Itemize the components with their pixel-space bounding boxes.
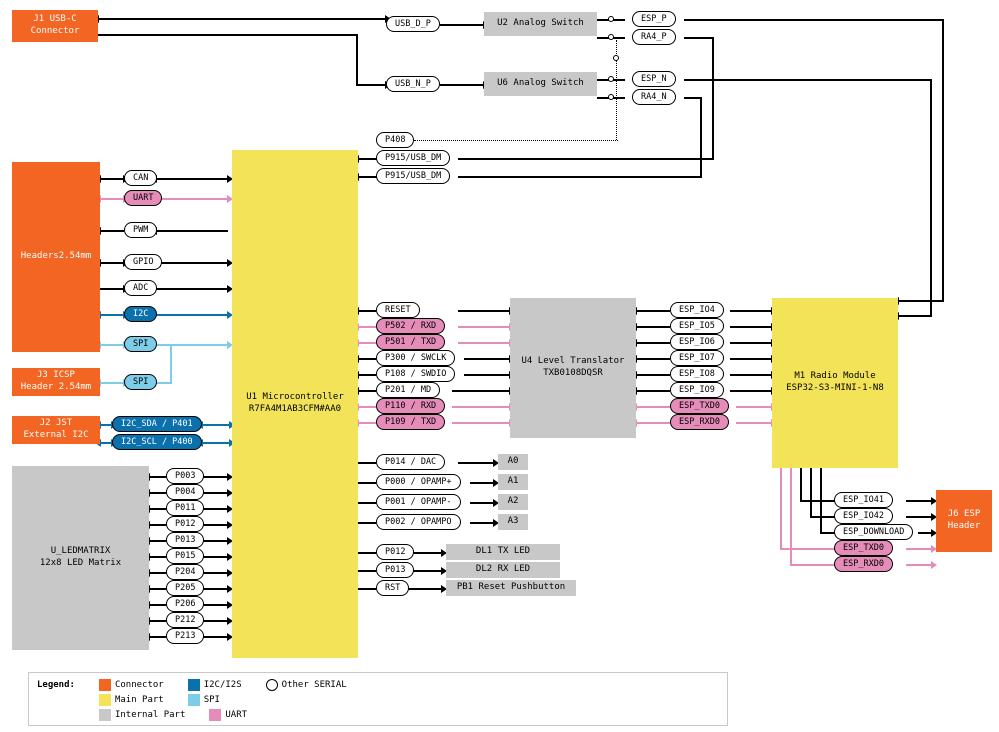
- block-j6: J6 ESPHeader: [936, 490, 992, 552]
- pill-i2c_sda: I2C_SDA / P401: [112, 416, 202, 432]
- pill-p213: P213: [166, 628, 204, 644]
- pill-p004: P004: [166, 484, 204, 500]
- pill-usb_n_p: USB_N_P: [386, 76, 440, 92]
- pill-can: CAN: [124, 170, 157, 186]
- pill-p212: P212: [166, 612, 204, 628]
- pill-i2c_h: I2C: [124, 306, 157, 322]
- legend: Legend: Connector I2C/I2S Other SERIAL L…: [28, 672, 728, 726]
- pill-esp_io42: ESP_IO42: [834, 508, 893, 524]
- pill-p000: P000 / OPAMP+: [376, 474, 461, 490]
- pill-p011: P011: [166, 500, 204, 516]
- pill-esp_io8: ESP_IO8: [670, 366, 724, 382]
- pill-usb_d_p: USB_D_P: [386, 16, 440, 32]
- block-a2: A2: [498, 494, 528, 510]
- pill-p915b: P915/USB_DM: [376, 168, 450, 184]
- pill-p201: P201 / MD: [376, 382, 440, 398]
- pill-p012r: P012: [376, 544, 414, 560]
- pill-ra4_n: RA4_N: [632, 89, 676, 105]
- pill-p001: P001 / OPAMP-: [376, 494, 461, 510]
- block-a3: A3: [498, 514, 528, 530]
- legend-title: Legend:: [37, 680, 75, 690]
- block-j2: J2 JSTExternal I2C: [12, 416, 100, 444]
- pill-esp_p: ESP_P: [632, 11, 676, 27]
- pill-esp_rxd0_j6: ESP_RXD0: [834, 556, 893, 572]
- block-u1: U1 MicrocontrollerR7FA4M1AB3CFM#AA0: [232, 150, 358, 658]
- pill-esp_io4: ESP_IO4: [670, 302, 724, 318]
- pill-esp_io5: ESP_IO5: [670, 318, 724, 334]
- pill-i2c_scl: I2C_SCL / P400: [112, 434, 202, 450]
- pill-p502: P502 / RXD: [376, 318, 445, 334]
- pill-esp_txd0_j6: ESP_TXD0: [834, 540, 893, 556]
- pill-p300: P300 / SWCLK: [376, 350, 455, 366]
- pill-p205: P205: [166, 580, 204, 596]
- pill-reset: RESET: [376, 302, 420, 318]
- block-j1: J1 USB-CConnector: [12, 10, 98, 42]
- pill-p013r: P013: [376, 562, 414, 578]
- pill-p204: P204: [166, 564, 204, 580]
- block-u6: U6 Analog Switch: [484, 72, 597, 96]
- pill-esp_io9: ESP_IO9: [670, 382, 724, 398]
- pill-uart_h: UART: [124, 190, 162, 206]
- block-dl2: DL2 RX LED: [446, 562, 560, 578]
- pill-p012l: P012: [166, 516, 204, 532]
- block-u4: U4 Level TranslatorTXB0108DQSR: [510, 298, 636, 438]
- pill-esp_txd0_u4: ESP_TXD0: [670, 398, 729, 414]
- pill-ra4_p: RA4_P: [632, 29, 676, 45]
- pill-esp_io41: ESP_IO41: [834, 492, 893, 508]
- pill-p002: P002 / OPAMPO: [376, 514, 461, 530]
- pill-p014: P014 / DAC: [376, 454, 445, 470]
- block-headers: Headers2.54mm: [12, 162, 100, 352]
- pill-spi_h: SPI: [124, 336, 157, 352]
- pill-esp_io6: ESP_IO6: [670, 334, 724, 350]
- pill-p915a: P915/USB_DM: [376, 150, 450, 166]
- block-a0: A0: [498, 454, 528, 470]
- pill-esp_rxd0_u4: ESP_RXD0: [670, 414, 729, 430]
- diagram-canvas: J1 USB-CConnector U2 Analog Switch U6 Anal…: [0, 0, 999, 732]
- pill-esp_io7: ESP_IO7: [670, 350, 724, 366]
- pill-pwm: PWM: [124, 222, 157, 238]
- pill-p408: P408: [376, 132, 414, 148]
- pill-p013l: P013: [166, 532, 204, 548]
- block-pb1: PB1 Reset Pushbutton: [446, 580, 576, 596]
- pill-esp_dl: ESP_DOWNLOAD: [834, 524, 913, 540]
- block-uled: U_LEDMATRIX12x8 LED Matrix: [12, 466, 149, 650]
- pill-p501: P501 / TXD: [376, 334, 445, 350]
- pill-gpio: GPIO: [124, 254, 162, 270]
- block-j3: J3 ICSPHeader 2.54mm: [12, 368, 100, 396]
- block-u2: U2 Analog Switch: [484, 12, 597, 36]
- pill-spi_j3: SPI: [124, 374, 157, 390]
- block-m1: M1 Radio ModuleESP32-S3-MINI-1-N8: [772, 298, 898, 468]
- block-a1: A1: [498, 474, 528, 490]
- pill-esp_n: ESP_N: [632, 71, 676, 87]
- block-dl1: DL1 TX LED: [446, 544, 560, 560]
- pill-p015: P015: [166, 548, 204, 564]
- pill-p109: P109 / TXD: [376, 414, 445, 430]
- pill-adc: ADC: [124, 280, 157, 296]
- pill-p003: P003: [166, 468, 204, 484]
- pill-p108: P108 / SWDIO: [376, 366, 455, 382]
- pill-p110: P110 / RXD: [376, 398, 445, 414]
- pill-p206: P206: [166, 596, 204, 612]
- pill-rst: RST: [376, 580, 409, 596]
